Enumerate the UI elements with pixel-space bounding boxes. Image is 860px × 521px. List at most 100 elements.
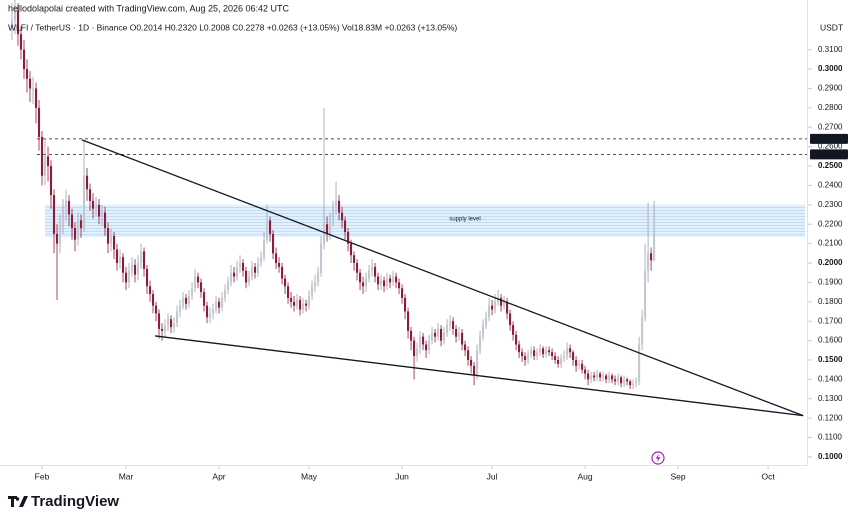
credit: hellodolapolai created with TradingView.… [8, 3, 290, 13]
candle-body [407, 311, 410, 331]
candle-body [364, 278, 368, 287]
candle-body [452, 321, 455, 329]
candle-body [163, 325, 167, 331]
candle-body [650, 253, 653, 261]
candle-body [82, 175, 86, 229]
candle-body [458, 332, 461, 337]
candle-body [250, 266, 254, 277]
candle-body [425, 344, 428, 351]
candle-body [91, 200, 95, 209]
candle-body [551, 352, 554, 357]
candle-body [379, 280, 383, 285]
candle-body [346, 231, 350, 244]
candle-body [581, 363, 584, 370]
candle-body [599, 373, 602, 378]
candle-body [590, 375, 593, 380]
candle-body [139, 251, 143, 264]
candle-body [413, 340, 416, 357]
y-tick-label: 0.2500 [818, 161, 843, 170]
candle-body [331, 208, 335, 221]
zone-label: supply level [449, 216, 480, 222]
candle-body [440, 328, 443, 341]
candle-body [584, 369, 587, 374]
candle-body [485, 317, 488, 326]
candle-body [322, 224, 326, 244]
candle-body [10, 20, 14, 31]
candle-body [22, 49, 26, 70]
candle-body [19, 34, 23, 50]
candle-body [259, 257, 263, 264]
y-tick-label: 0.2600 [818, 142, 843, 151]
candle-body [431, 332, 434, 341]
x-tick-label: Feb [35, 471, 50, 481]
candle-body [473, 365, 476, 376]
y-tick-label: 0.3100 [818, 45, 843, 54]
candle-body [271, 233, 275, 254]
candle-body [286, 286, 290, 298]
candle-body [358, 272, 362, 283]
supply-zone [45, 204, 805, 238]
candle-body [641, 317, 644, 345]
candle-body [181, 297, 185, 306]
candle-body [482, 325, 485, 337]
candle-body [512, 325, 515, 335]
candle-body [578, 363, 581, 366]
candle-body [247, 276, 251, 283]
candle-body [187, 295, 191, 304]
candle-body [593, 375, 596, 378]
candle-body [151, 294, 155, 306]
y-tick-label: 0.2300 [818, 200, 843, 209]
candle-body [382, 280, 386, 287]
candle-body [373, 266, 377, 277]
candle-body [503, 301, 506, 306]
candle-body [118, 257, 122, 264]
candle-body [94, 204, 98, 209]
candle-body [265, 220, 269, 240]
candle-body [521, 352, 524, 357]
candle-body [479, 336, 482, 351]
candle-body [385, 278, 389, 287]
candle-body [142, 251, 146, 269]
y-tick-label: 0.2900 [818, 84, 843, 93]
y-tick-label: 0.1200 [818, 413, 843, 422]
candle-body [115, 249, 119, 264]
y-tick-label: 0.1900 [818, 278, 843, 287]
candle-body [352, 255, 356, 264]
candle-body [313, 282, 317, 287]
candle-body [16, 10, 20, 35]
candle-body [46, 156, 50, 167]
candle-body [172, 323, 176, 328]
candle-body [461, 332, 464, 345]
price-tag [810, 149, 848, 160]
candle-body [268, 220, 272, 234]
candle-body [235, 266, 239, 277]
candle-body [301, 303, 305, 310]
candle-body [410, 330, 413, 341]
candle-body [506, 301, 509, 314]
candle-body [214, 301, 218, 310]
candle-body [355, 263, 359, 273]
candle-body [611, 375, 614, 380]
trendline [81, 139, 804, 417]
candle-body [617, 377, 620, 382]
symbol-info: WLFI / TetherUS · 1D · Binance O0.2014 H… [8, 22, 457, 32]
candle-body [295, 299, 299, 306]
candle-body [199, 282, 203, 293]
candle-body [515, 334, 518, 345]
y-tick-label: 0.2000 [818, 258, 843, 267]
candle-body [340, 212, 344, 221]
candle-body [397, 282, 401, 289]
candle-body [121, 257, 125, 273]
candle-body [40, 136, 44, 176]
y-tick-label: 0.1000 [818, 452, 843, 461]
candle-body [455, 328, 458, 337]
candle-body [343, 220, 347, 232]
candle-body [388, 278, 392, 283]
candle-body [292, 301, 296, 306]
candle-body [653, 209, 656, 261]
candle-body [370, 266, 374, 271]
event-icon [651, 451, 665, 465]
y-tick-label: 0.2100 [818, 239, 843, 248]
candle-body [220, 297, 224, 308]
